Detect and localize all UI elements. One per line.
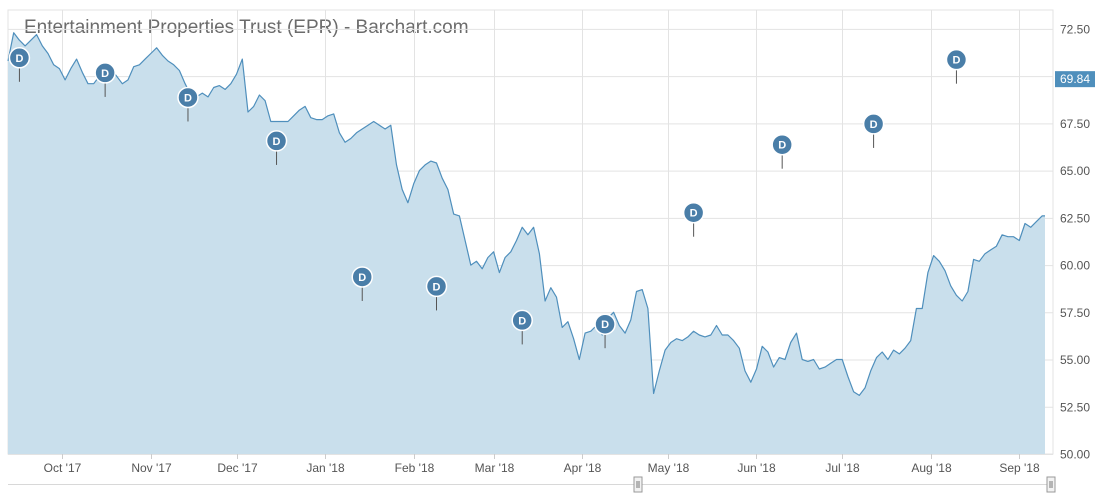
dividend-badge[interactable] [351,266,373,288]
dividend-badge[interactable] [682,201,705,224]
dividend-marker[interactable]: D [351,266,373,301]
y-tick-label: 60.00 [1060,259,1090,273]
navigator-handle-right-box[interactable] [1046,476,1056,493]
x-axis: Oct '17 Nov '17 Dec '17 Jan '18 Feb '18 Mar '… [44,454,1040,475]
dividend-marker[interactable]: D [425,275,448,311]
x-tick-label: Sep '18 [999,461,1040,475]
x-tick-label: Jun '18 [737,461,776,475]
navigator[interactable] [8,476,1056,493]
dividend-badge[interactable] [265,130,288,152]
x-tick-label: Feb '18 [395,461,435,475]
dividend-marker[interactable]: D [594,313,616,349]
dividend-label: D [358,272,366,284]
dividend-badge[interactable] [94,62,116,84]
y-tick-label: 72.50 [1060,22,1090,36]
dividend-badge[interactable] [594,313,616,335]
dividend-markers[interactable]: D D D D D D D D D D D D [8,47,968,349]
dividend-marker[interactable]: D [771,133,793,169]
y-tick-label: 55.00 [1060,353,1090,367]
dividend-label: D [952,55,960,67]
x-tick-label: Dec '17 [217,461,258,475]
dividend-badge[interactable] [8,47,31,69]
dividend-label: D [433,281,441,293]
dividend-marker[interactable]: D [862,113,885,148]
dividend-marker[interactable]: D [265,130,288,165]
navigator-handle-left[interactable] [633,476,643,493]
dividend-marker[interactable]: D [8,47,31,82]
y-tick-label: 67.50 [1060,117,1090,131]
y-tick-label: 62.50 [1060,211,1090,225]
dividend-badge[interactable] [862,113,885,135]
dividend-label: D [15,53,23,65]
dividend-label: D [273,136,281,148]
price-area-fill [8,32,1045,454]
dividend-badge[interactable] [511,309,533,332]
chart-title: Entertainment Properties Trust (EPR) - B… [24,17,469,38]
dividend-badge[interactable] [945,48,968,71]
last-price-label: 69.84 [1055,71,1095,88]
x-tick-label: Oct '17 [44,461,82,475]
navigator-handle-right[interactable] [1046,476,1056,493]
dividend-label: D [870,119,878,131]
x-tick-label: Aug '18 [911,461,952,475]
y-tick-label: 65.00 [1060,164,1090,178]
x-tick-label: May '18 [648,461,690,475]
x-tick-label: Mar '18 [475,461,515,475]
y-tick-label: 52.50 [1060,400,1090,414]
dividend-marker[interactable]: D [682,201,705,237]
dividend-badge[interactable] [771,133,793,156]
y-axis: 72.5070.0067.5065.0062.5060.0057.5055.00… [1060,22,1090,461]
dividend-label: D [101,68,109,80]
last-price-value: 69.84 [1060,72,1090,86]
dividend-label: D [778,140,786,152]
dividend-badge[interactable] [177,86,199,109]
dividend-badge[interactable] [425,275,448,298]
dividend-label: D [601,319,609,331]
price-area [7,32,1045,454]
dividend-marker[interactable]: D [511,309,533,345]
price-line [7,32,1045,396]
y-tick-label: 57.50 [1060,306,1090,320]
x-tick-label: Apr '18 [564,461,602,475]
dividend-marker[interactable]: D [177,86,199,122]
dividend-label: D [518,315,526,327]
dividend-marker[interactable]: D [945,48,968,84]
navigator-handle-left-box[interactable] [633,476,643,493]
x-tick-label: Jan '18 [306,461,345,475]
last-price-box [1055,71,1095,88]
x-tick-label: Jul '18 [825,461,860,475]
y-tick-label: 50.00 [1060,448,1090,462]
dividend-label: D [690,208,698,220]
x-tick-label: Nov '17 [131,461,172,475]
dividend-marker[interactable]: D [94,62,116,97]
dividend-label: D [184,92,192,104]
